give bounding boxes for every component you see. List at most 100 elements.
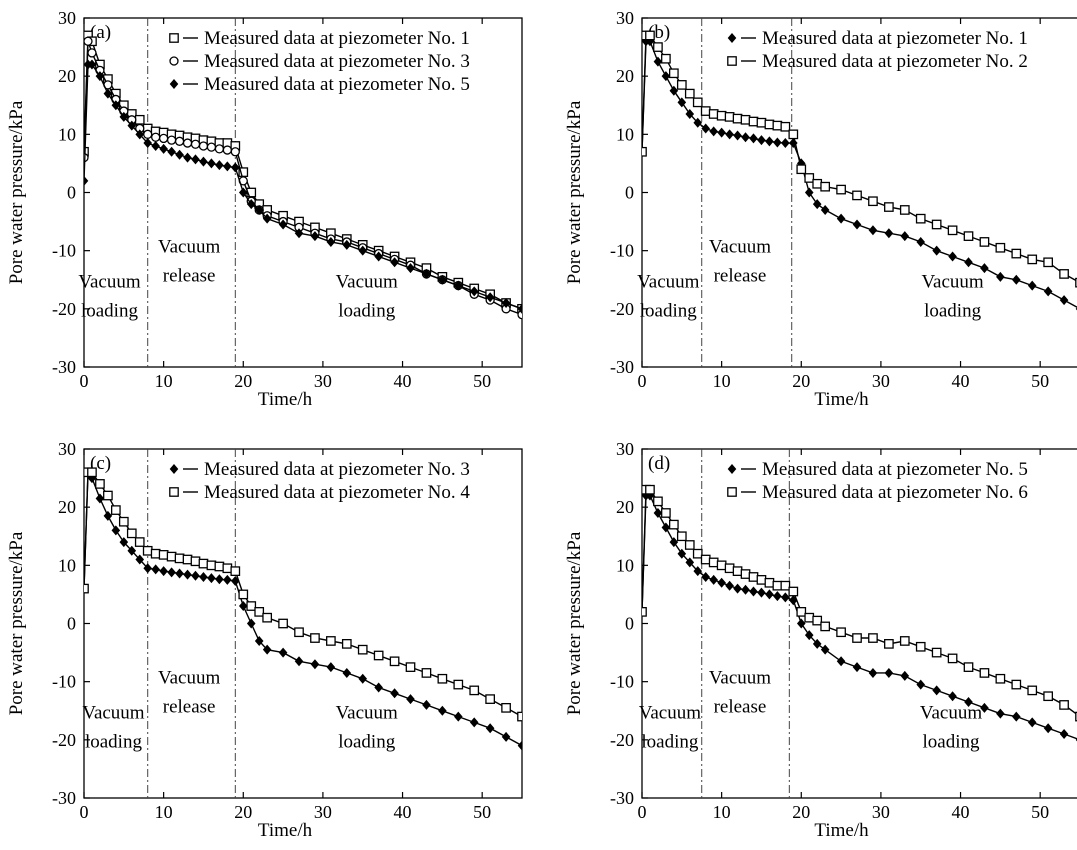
data-point <box>199 571 208 582</box>
data-point <box>980 263 989 274</box>
data-point <box>916 236 926 247</box>
data-point <box>262 644 272 655</box>
data-point <box>948 251 957 262</box>
data-point <box>749 133 758 144</box>
data-point <box>238 187 248 198</box>
data-point <box>676 80 687 90</box>
data-point <box>191 154 200 165</box>
data-point <box>748 572 759 582</box>
data-point <box>732 113 743 124</box>
data-point <box>915 641 926 652</box>
x-tick-label: 40 <box>394 802 412 822</box>
data-point <box>757 135 766 146</box>
data-point <box>119 537 129 548</box>
legend-marker <box>169 33 179 43</box>
y-tick-label: -10 <box>610 672 634 692</box>
data-point <box>669 537 679 548</box>
phase-annotation: loading <box>81 300 138 321</box>
data-point <box>868 196 878 207</box>
phase-annotation: Vacuum <box>336 271 398 292</box>
data-point <box>1043 257 1053 268</box>
data-point <box>653 42 663 52</box>
data-point <box>262 213 272 224</box>
data-point <box>788 586 799 597</box>
x-tick-label: 10 <box>155 371 173 391</box>
data-point <box>238 601 248 612</box>
data-point <box>653 507 663 518</box>
data-point <box>756 117 767 128</box>
data-point <box>812 638 822 649</box>
data-point <box>84 36 93 46</box>
y-axis-label: Pore water pressure/kPa <box>564 100 585 284</box>
data-point <box>310 659 320 670</box>
x-tick-label: 40 <box>952 371 970 391</box>
data-point <box>254 635 264 646</box>
data-point <box>773 137 782 148</box>
y-tick-label: -10 <box>610 241 634 261</box>
data-point <box>127 545 137 556</box>
series-line <box>642 34 1077 282</box>
data-point <box>1075 711 1077 722</box>
x-tick-label: 20 <box>792 802 810 822</box>
legend-marker <box>169 56 179 66</box>
data-point <box>684 88 695 99</box>
y-tick-label: 0 <box>67 183 76 203</box>
data-point <box>111 505 121 515</box>
data-point <box>84 583 89 594</box>
data-point <box>166 135 177 145</box>
series-line <box>642 494 1077 740</box>
data-point <box>884 228 894 239</box>
y-tick-label: -20 <box>610 299 634 319</box>
data-point <box>661 53 671 64</box>
data-point <box>732 566 743 577</box>
data-point <box>868 225 878 236</box>
data-point <box>916 679 926 690</box>
data-point <box>804 187 814 198</box>
data-point <box>931 219 942 230</box>
data-point <box>701 571 711 582</box>
data-point <box>342 239 352 250</box>
data-point <box>700 106 711 116</box>
data-point <box>996 708 1005 719</box>
x-tick-label: 20 <box>234 802 252 822</box>
data-point <box>645 30 655 41</box>
data-point <box>963 662 974 672</box>
data-point <box>453 711 463 722</box>
data-point <box>1059 729 1069 740</box>
data-point <box>716 560 727 571</box>
data-point <box>103 510 113 521</box>
legend-label: Measured data at piezometer No. 1 <box>762 28 1028 49</box>
data-point <box>174 136 185 146</box>
data-point <box>669 85 679 96</box>
data-point <box>642 146 647 157</box>
y-tick-label: 20 <box>616 497 634 517</box>
data-point <box>716 110 727 121</box>
data-point <box>254 204 264 215</box>
x-tick-label: 0 <box>638 802 647 822</box>
data-point <box>175 568 184 579</box>
data-point <box>764 577 775 588</box>
data-point <box>725 129 734 140</box>
data-point <box>868 633 878 643</box>
x-tick-label: 50 <box>1031 802 1049 822</box>
data-point <box>422 268 431 279</box>
data-point <box>215 160 224 171</box>
data-point <box>931 647 942 658</box>
data-point <box>693 566 703 577</box>
data-point <box>653 496 663 507</box>
data-point <box>1027 280 1037 291</box>
data-point <box>158 550 169 560</box>
data-point <box>84 152 89 163</box>
data-point <box>111 525 121 536</box>
data-point <box>804 612 815 623</box>
data-point <box>700 554 711 565</box>
legend-label: Measured data at piezometer No. 5 <box>204 74 470 95</box>
data-point <box>198 141 209 151</box>
phase-annotation: loading <box>641 731 698 752</box>
data-point <box>469 717 479 728</box>
data-point <box>796 618 806 629</box>
data-point <box>709 126 718 137</box>
data-point <box>772 580 783 591</box>
data-point <box>676 531 687 542</box>
